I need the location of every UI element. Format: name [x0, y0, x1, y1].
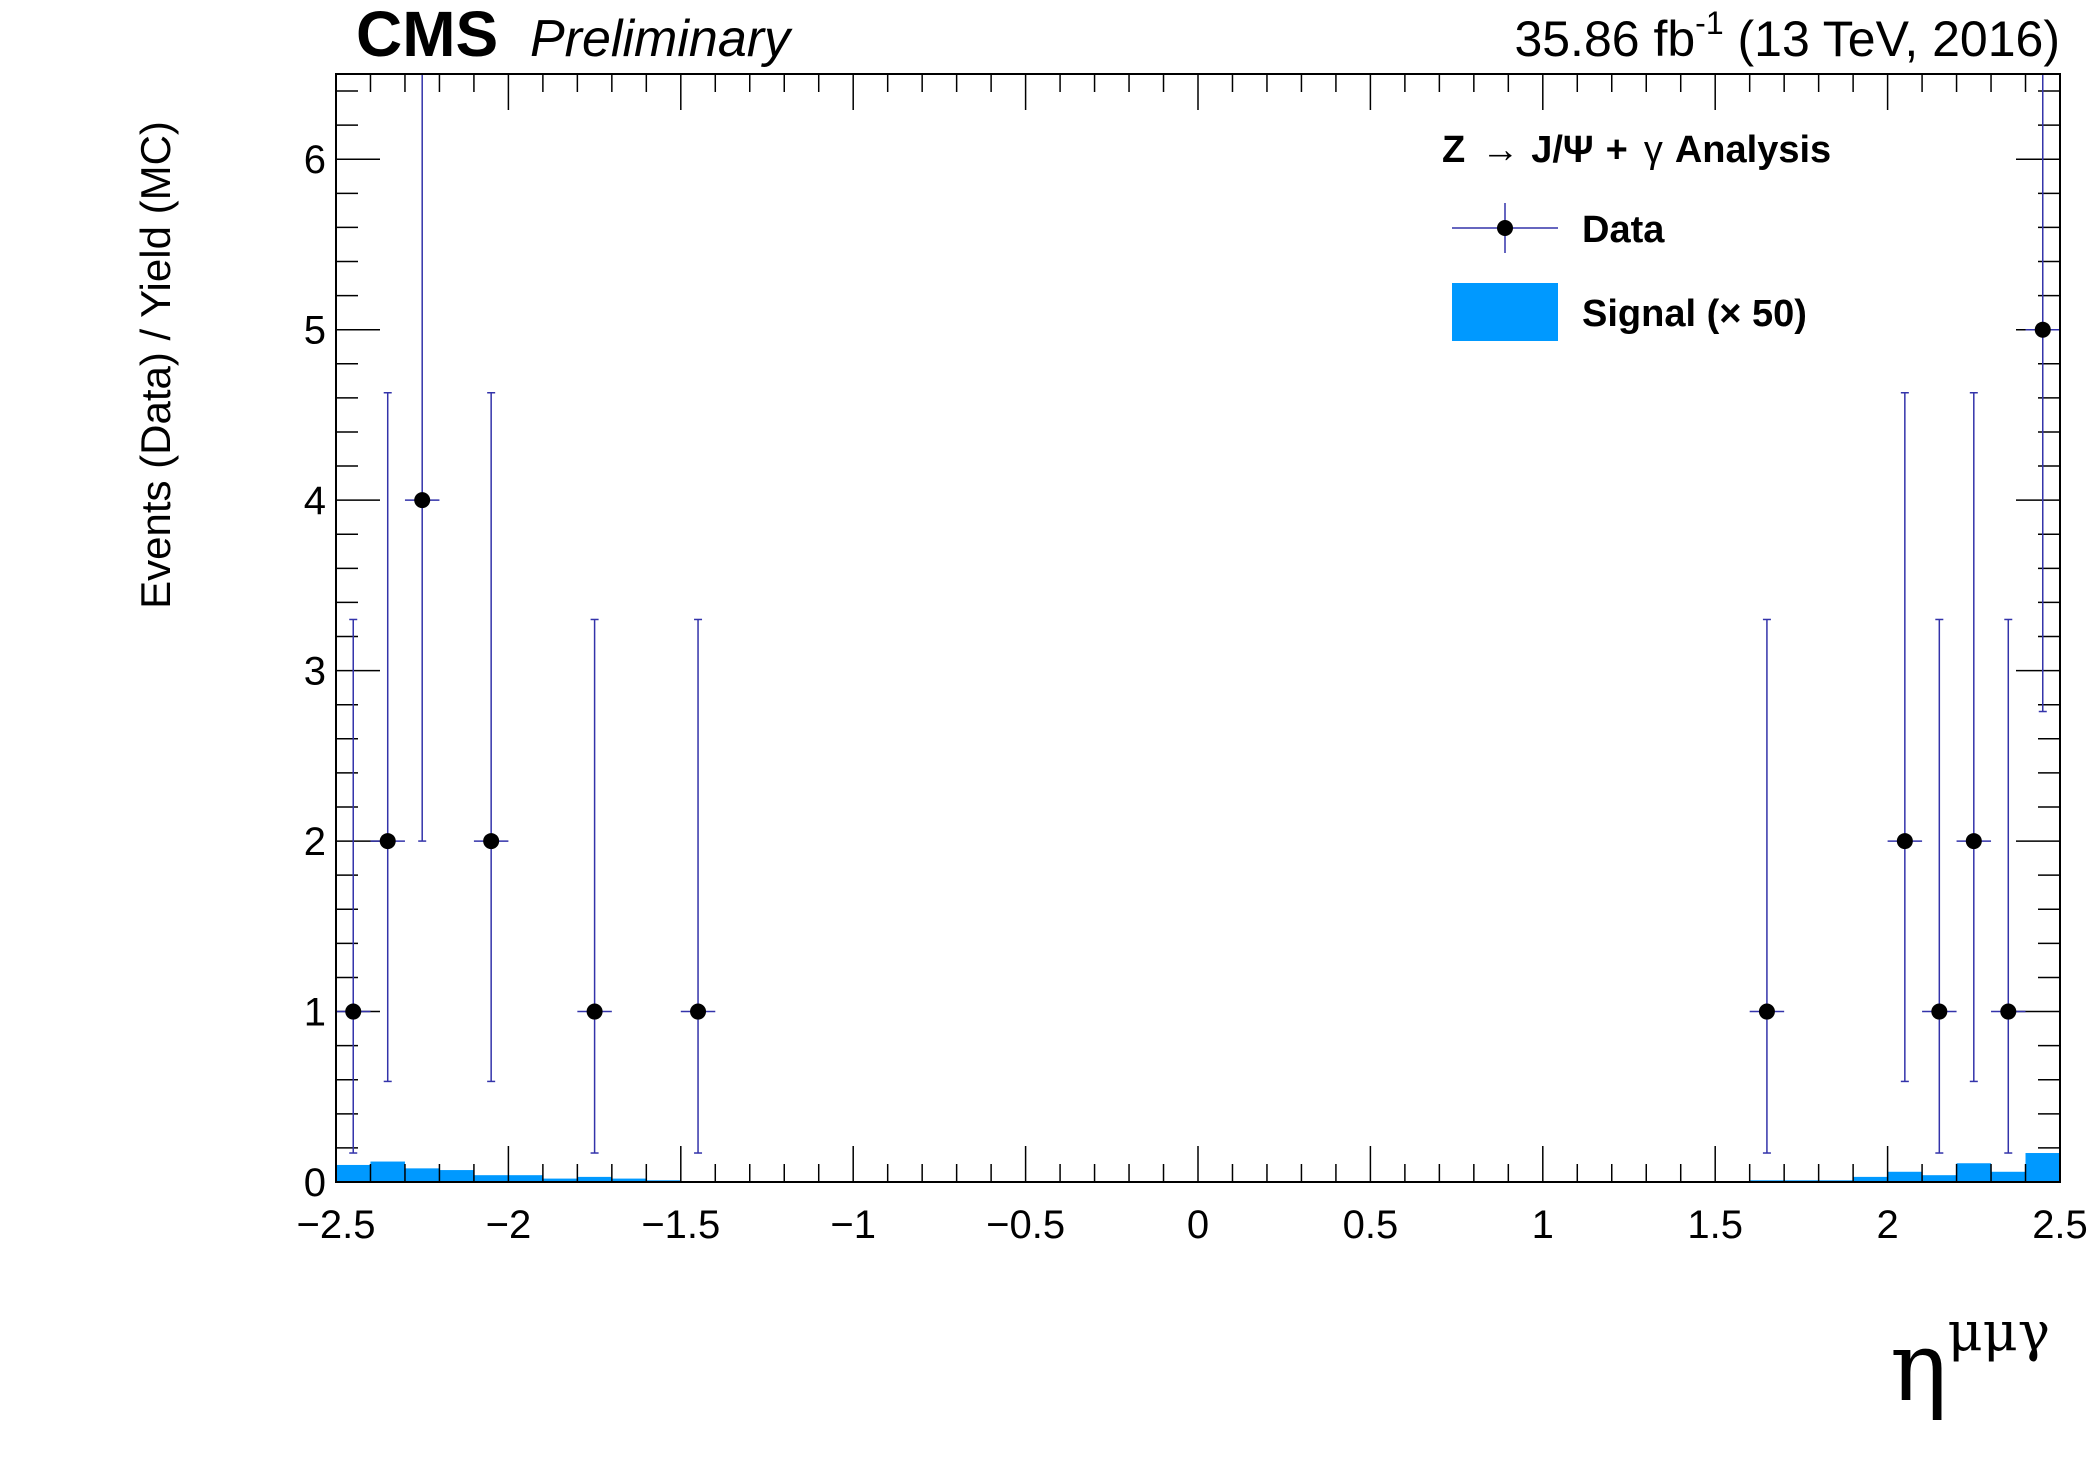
data-points: [336, 73, 2060, 1154]
signal-bar: [611, 1178, 647, 1182]
data-marker: [1758, 1003, 1775, 1020]
data-point: [2025, 73, 2060, 713]
x-tick-label: 2: [1876, 1203, 1898, 1247]
signal-bar: [370, 1161, 405, 1182]
signal-histogram: [336, 1153, 2060, 1183]
data-point: [1749, 618, 1785, 1154]
legend-signal-swatch: [1452, 283, 1558, 341]
y-tick-label: 4: [304, 479, 326, 523]
data-point: [473, 392, 509, 1083]
plot-area: [335, 73, 2061, 1183]
y-tick-label: 0: [304, 1161, 326, 1205]
lumi-exponent: -1: [1695, 5, 1723, 41]
signal-bar: [1887, 1171, 1923, 1182]
x-tick-label: 0.5: [1343, 1203, 1399, 1247]
signal-bar: [473, 1175, 509, 1182]
data-marker: [2000, 1003, 2017, 1020]
x-tick-label: −0.5: [986, 1203, 1065, 1247]
x-axis-title: ημμγ: [1890, 1300, 2050, 1423]
data-marker: [690, 1003, 707, 1020]
plot-frame: [335, 73, 2061, 1183]
luminosity-label: 35.86 fb-1 (13 TeV, 2016): [1514, 5, 2060, 67]
data-marker: [1931, 1003, 1948, 1020]
signal-bar: [439, 1170, 474, 1182]
signal-bar: [1853, 1176, 1888, 1182]
x-tick-label: 2.5: [2032, 1203, 2088, 1247]
data-point: [336, 618, 371, 1154]
data-point: [1922, 618, 1957, 1154]
data-point: [680, 618, 716, 1154]
legend-data-label: Data: [1582, 209, 1665, 251]
data-point: [1956, 392, 1992, 1083]
legend-title-plus: +: [1606, 129, 1628, 171]
y-tick-label: 5: [304, 309, 326, 353]
signal-bar: [508, 1175, 543, 1182]
legend-data-marker: [1452, 203, 1558, 253]
legend-title-z: Z: [1442, 129, 1465, 171]
data-point: [577, 618, 612, 1154]
legend-title: Z → J/Ψ + γ Analysis: [1442, 129, 1831, 171]
y-tick-label: 6: [304, 138, 326, 182]
x-tick-label: −1: [830, 1203, 876, 1247]
legend: Z → J/Ψ + γ Analysis Data Signal (× 50): [1442, 129, 1831, 341]
legend-title-analysis: Analysis: [1675, 129, 1831, 171]
signal-bar: [577, 1176, 612, 1182]
data-point: [1887, 392, 1923, 1083]
legend-title-arrow: →: [1481, 129, 1519, 171]
data-marker: [379, 833, 396, 850]
data-marker: [414, 492, 431, 509]
x-tick-label: 1: [1532, 1203, 1554, 1247]
x-axis-eta: η: [1890, 1311, 1948, 1423]
data-point: [1991, 618, 2026, 1154]
signal-bar: [336, 1164, 371, 1182]
lumi-value: 35.86 fb: [1514, 11, 1695, 67]
signal-bar: [1991, 1171, 2026, 1182]
data-point: [370, 392, 405, 1083]
legend-data-dot: [1497, 220, 1513, 236]
signal-bar: [1956, 1163, 1992, 1182]
y-tick-label: 2: [304, 820, 326, 864]
data-point: [404, 73, 440, 842]
signal-bar: [1922, 1175, 1957, 1182]
x-tick-label: −1.5: [641, 1203, 720, 1247]
data-marker: [1965, 833, 1982, 850]
x-tick-labels: −2.5 −2 −1.5 −1 −0.5 0 0.5 1 1.5 2 2.5: [297, 1203, 2088, 1247]
x-tick-label: −2: [486, 1203, 532, 1247]
x-axis-superscript: μμγ: [1948, 1300, 2050, 1363]
x-tick-label: 0: [1187, 1203, 1209, 1247]
x-tick-label: −2.5: [297, 1203, 376, 1247]
data-marker: [483, 833, 500, 850]
data-marker: [345, 1003, 362, 1020]
signal-bar: [2025, 1153, 2060, 1182]
y-tick-label: 3: [304, 650, 326, 694]
signal-bar: [542, 1178, 578, 1182]
y-tick-label: 1: [304, 991, 326, 1035]
y-axis-title: Events (Data) / Yield (MC): [132, 121, 179, 609]
lumi-rest: (13 TeV, 2016): [1724, 11, 2060, 67]
legend-title-jpsi: J/Ψ: [1531, 129, 1593, 171]
data-marker: [1896, 833, 1913, 850]
legend-title-gamma: γ: [1644, 129, 1663, 171]
signal-bar: [404, 1168, 440, 1182]
data-marker: [586, 1003, 603, 1020]
y-tick-labels: 0 1 2 3 4 5 6: [304, 138, 326, 1205]
cms-label: CMS: [356, 0, 498, 70]
x-tick-label: 1.5: [1687, 1203, 1743, 1247]
preliminary-label: Preliminary: [530, 10, 793, 68]
legend-signal-label: Signal (× 50): [1582, 293, 1807, 335]
data-marker: [2034, 321, 2051, 338]
